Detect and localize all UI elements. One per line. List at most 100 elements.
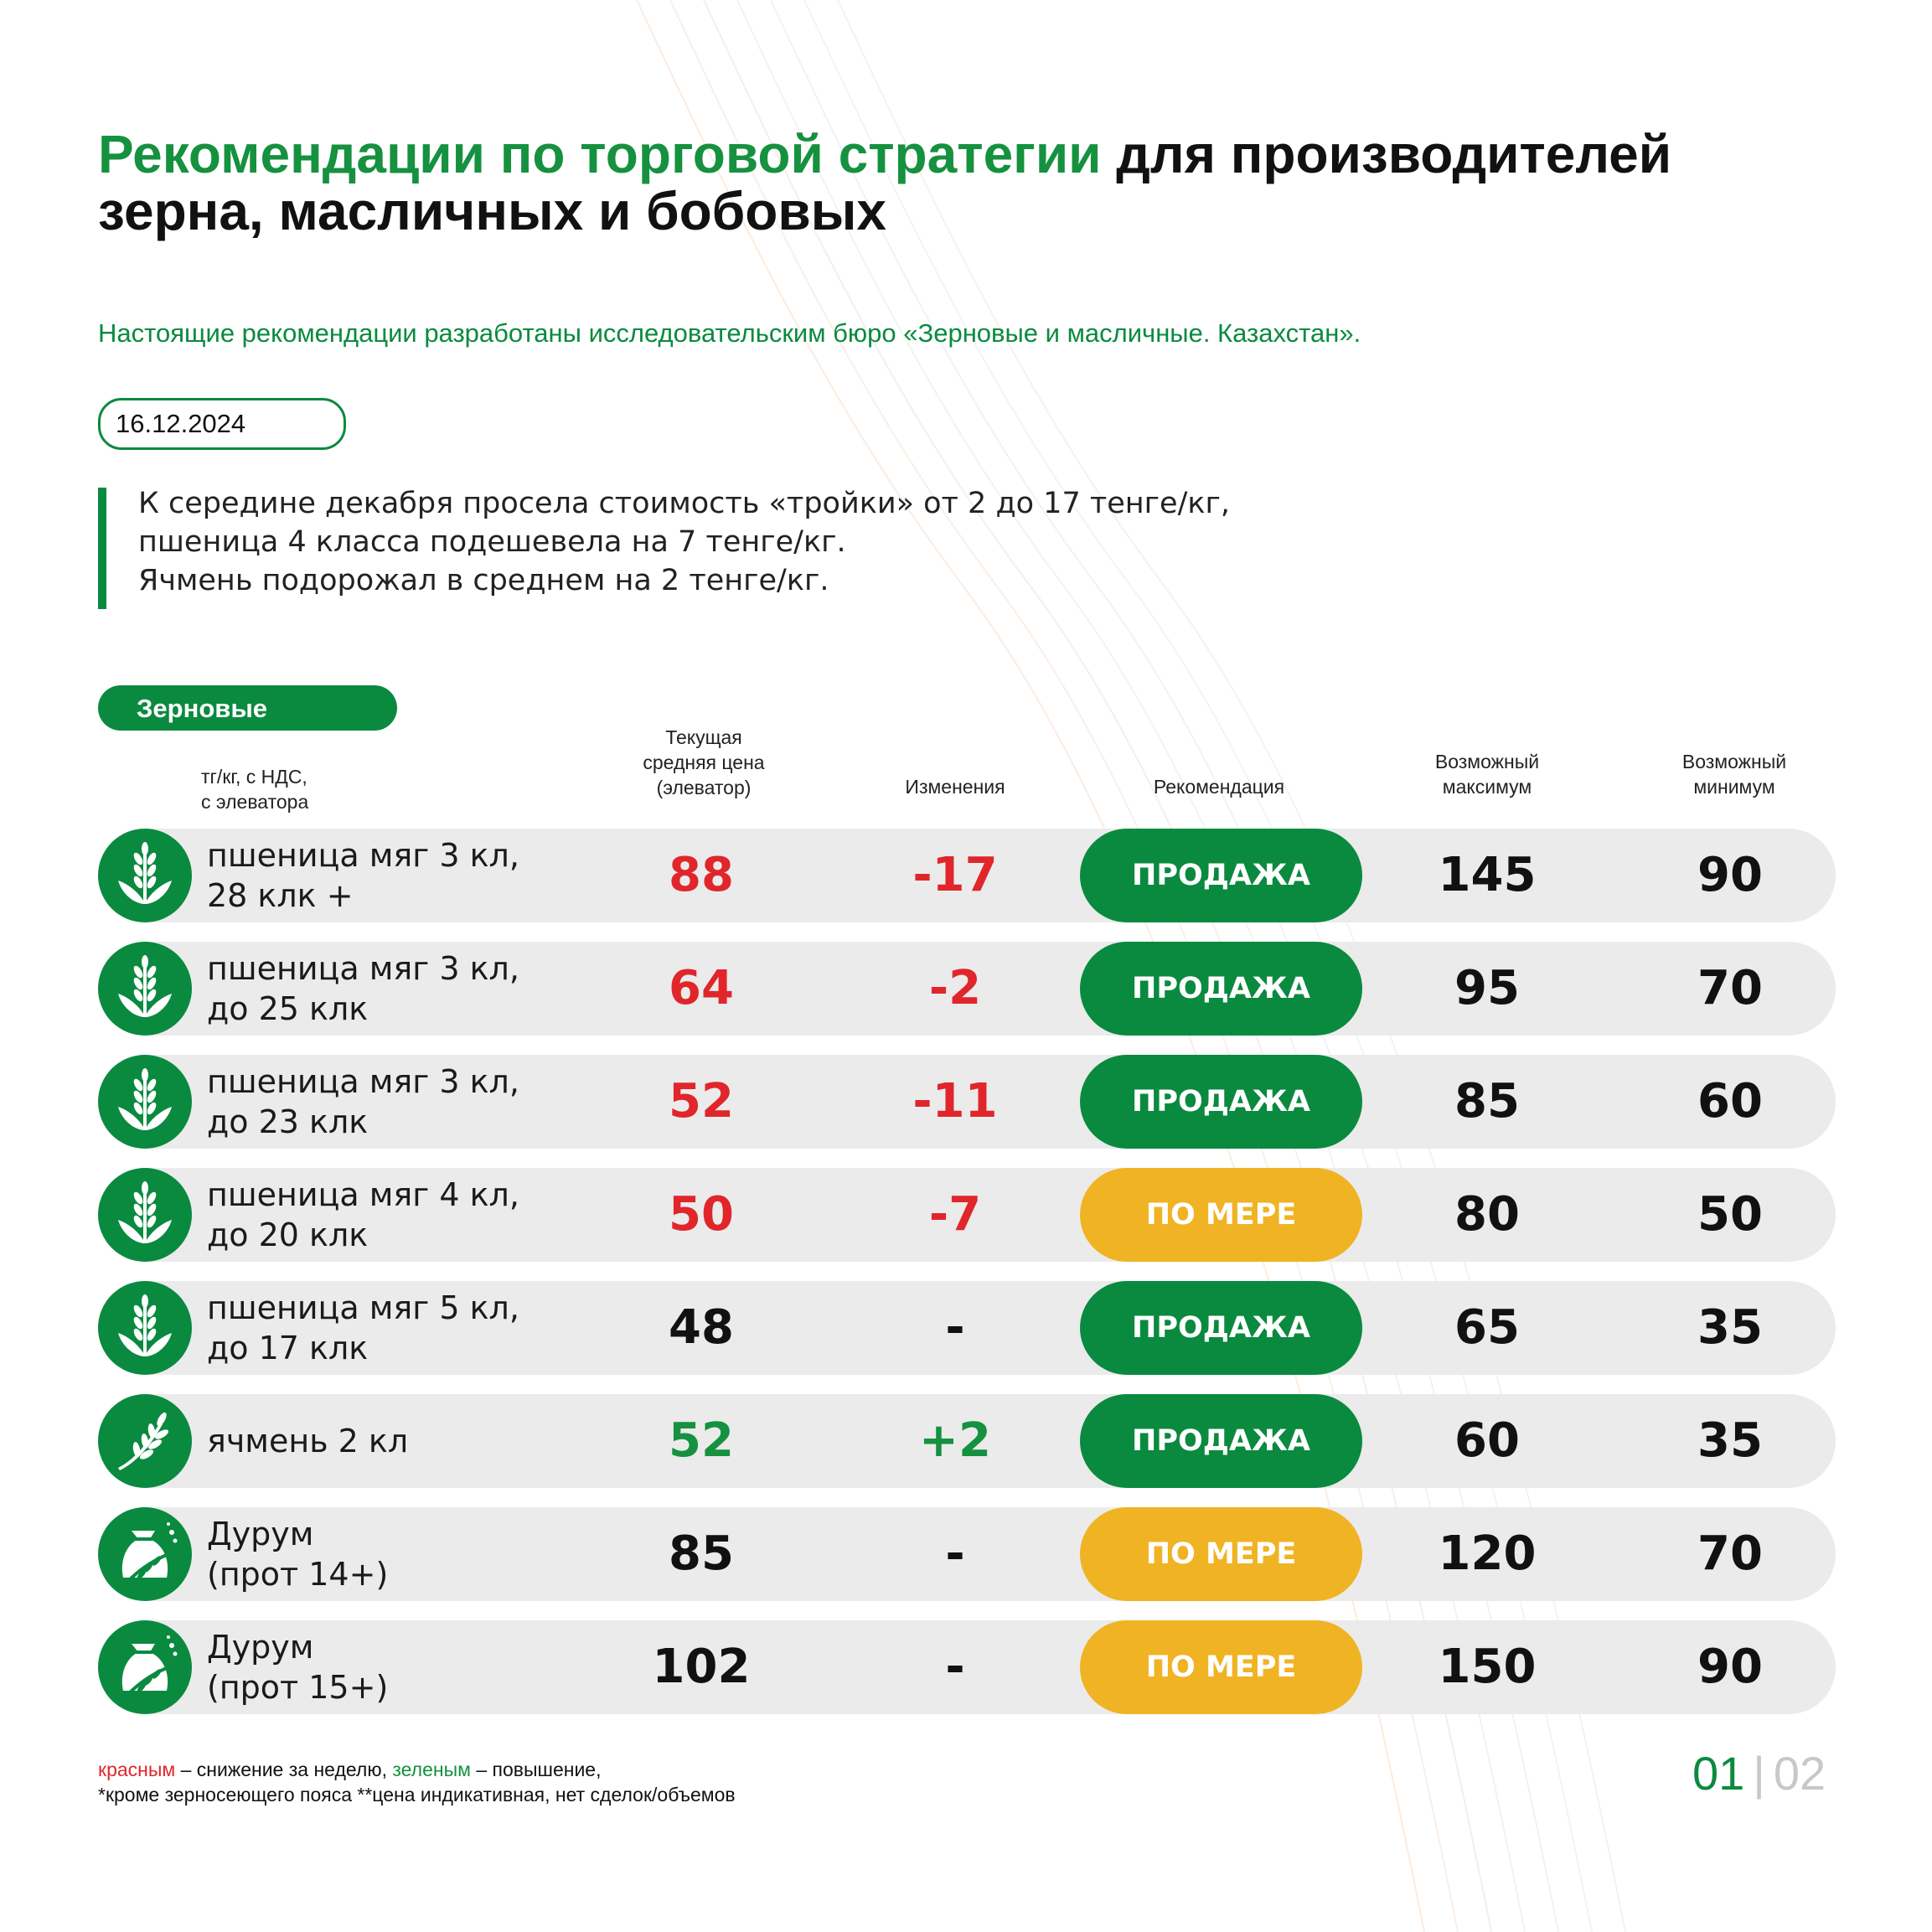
title-line-2: зерна, масличных и бобовых [98,181,886,241]
table-row: пшеница мяг 3 кл, 28 клк + 88 -17 ПРОДАЖА 14… [98,829,1836,922]
legend-footnote: *кроме зерносеющего пояса **цена индикат… [98,1784,736,1805]
header-price: Текущая средняя цена (элеватор) [620,725,788,800]
summary-line: пшеница 4 класса подешевела на 7 тенге/к… [138,525,846,559]
commodity-name: Дурум (прот 15+) [207,1629,389,1706]
current-price: 48 [669,1300,734,1355]
wheat-icon [98,1055,192,1149]
header-recommendation: Рекомендация [1153,776,1285,798]
header-min-line: минимум [1693,776,1775,798]
header-price-line: средняя цена [643,752,765,773]
possible-min: 70 [1697,961,1763,1015]
commodity-name: пшеница мяг 4 кл, до 20 клк [207,1176,519,1253]
wheat-icon [98,1281,192,1375]
price-change: - [945,1526,965,1581]
possible-max: 120 [1438,1526,1537,1581]
price-change: - [945,1300,965,1355]
legend-red-word: красным [98,1759,176,1780]
recommendation-badge: ПРОДАЖА [1080,829,1362,922]
wheat-icon [98,1168,192,1262]
table-row: Дурум (прот 14+) 85 - ПО МЕРЕ 120 70 [98,1507,1836,1601]
possible-min: 35 [1697,1300,1763,1355]
current-price: 88 [669,848,734,902]
table-row: ячмень 2 кл 52 +2 ПРОДАЖА 60 35 [98,1394,1836,1488]
table-row: пшеница мяг 5 кл, до 17 клк 48 - ПРОДАЖА 65 3… [98,1281,1836,1375]
possible-min: 70 [1697,1526,1763,1581]
legend-line: красным – снижение за неделю, зеленым – … [98,1757,736,1782]
commodity-name: Дурум (прот 14+) [207,1516,389,1593]
current-price: 52 [669,1074,734,1129]
header-max-line: Возможный [1434,751,1540,772]
summary-line: К середине декабря просела стоимость «тр… [138,487,1231,520]
market-summary: К середине декабря просела стоимость «тр… [138,484,1230,600]
wheat-icon [98,942,192,1036]
header-price-line: (элеватор) [656,777,752,798]
header-max-line: максимум [1442,776,1532,798]
recommendation-badge: ПО МЕРЕ [1080,1168,1362,1262]
table-row: пшеница мяг 3 кл, до 23 клк 52 -11 ПРОДАЖА 8… [98,1055,1836,1149]
possible-max: 150 [1438,1640,1537,1694]
price-change: -2 [928,961,982,1015]
legend-green-desc: – повышение, [470,1759,602,1780]
current-price: 52 [669,1413,734,1468]
table-row: Дурум (прот 15+) 102 - ПО МЕРЕ 150 90 [98,1620,1836,1714]
barley-icon [98,1394,192,1488]
price-change: -7 [928,1187,982,1242]
header-change: Изменения [905,776,1005,798]
possible-min: 35 [1697,1413,1763,1468]
possible-max: 80 [1454,1187,1520,1242]
header-min: Возможный минимум [1642,749,1826,799]
recommendation-badge: ПРОДАЖА [1080,942,1362,1036]
page-subtitle: Настоящие рекомендации разработаны иссле… [98,318,1361,348]
possible-max: 65 [1454,1300,1520,1355]
title-rest: для производителей [1116,124,1672,184]
price-change: -11 [912,1074,998,1129]
legend: красным – снижение за неделю, зеленым – … [98,1757,736,1807]
table-row: пшеница мяг 4 кл, до 20 клк 50 -7 ПО МЕРЕ 80… [98,1168,1836,1262]
page-separator: | [1753,1747,1765,1800]
table-row: пшеница мяг 3 кл, до 25 клк 64 -2 ПРОДАЖА 95… [98,942,1836,1036]
summary-line: Ячмень подорожал в среднем на 2 тенге/кг… [138,564,829,597]
legend-red-desc: – снижение за неделю, [175,1759,393,1780]
recommendation-badge: ПО МЕРЕ [1080,1507,1362,1601]
date-badge: 16.12.2024 [98,398,346,450]
legend-green-word: зеленым [392,1759,471,1780]
current-price: 102 [652,1640,751,1694]
commodity-name: ячмень 2 кл [207,1423,409,1459]
title-highlight: Рекомендации по торговой стратегии [98,124,1102,184]
header-min-line: Возможный [1681,751,1787,772]
grain-sack-icon [98,1507,192,1601]
possible-max: 145 [1438,848,1537,902]
current-price: 50 [669,1187,734,1242]
price-change: -17 [912,848,998,902]
possible-max: 85 [1454,1074,1520,1129]
header-price-line: Текущая [665,726,742,748]
header-unit-line: с элеватора [201,791,309,813]
header-unit: тг/кг, с НДС, с элеватора [201,764,308,814]
page-indicator: 01 | 02 [1692,1747,1826,1800]
section-label: Зерновые [98,685,397,731]
grain-sack-icon [98,1620,192,1714]
header-unit-line: тг/кг, с НДС, [201,766,307,788]
possible-min: 90 [1697,848,1763,902]
commodity-name: пшеница мяг 5 кл, до 17 клк [207,1289,519,1366]
possible-min: 60 [1697,1074,1763,1129]
commodity-name: пшеница мяг 3 кл, 28 клк + [207,837,519,914]
possible-min: 50 [1697,1187,1763,1242]
commodity-name: пшеница мяг 3 кл, до 25 клк [207,950,519,1027]
page-title: Рекомендации по торговой стратегии для п… [98,126,1857,240]
possible-min: 90 [1697,1640,1763,1694]
wheat-icon [98,829,192,922]
current-price: 85 [669,1526,734,1581]
recommendation-badge: ПО МЕРЕ [1080,1620,1362,1714]
price-change: +2 [919,1413,991,1468]
recommendation-badge: ПРОДАЖА [1080,1281,1362,1375]
possible-max: 95 [1454,961,1520,1015]
current-price: 64 [669,961,734,1015]
recommendation-badge: ПРОДАЖА [1080,1055,1362,1149]
recommendation-badge: ПРОДАЖА [1080,1394,1362,1488]
current-page: 01 [1692,1747,1745,1800]
total-pages: 02 [1773,1747,1826,1800]
possible-max: 60 [1454,1413,1520,1468]
header-max: Возможный максимум [1395,749,1579,799]
